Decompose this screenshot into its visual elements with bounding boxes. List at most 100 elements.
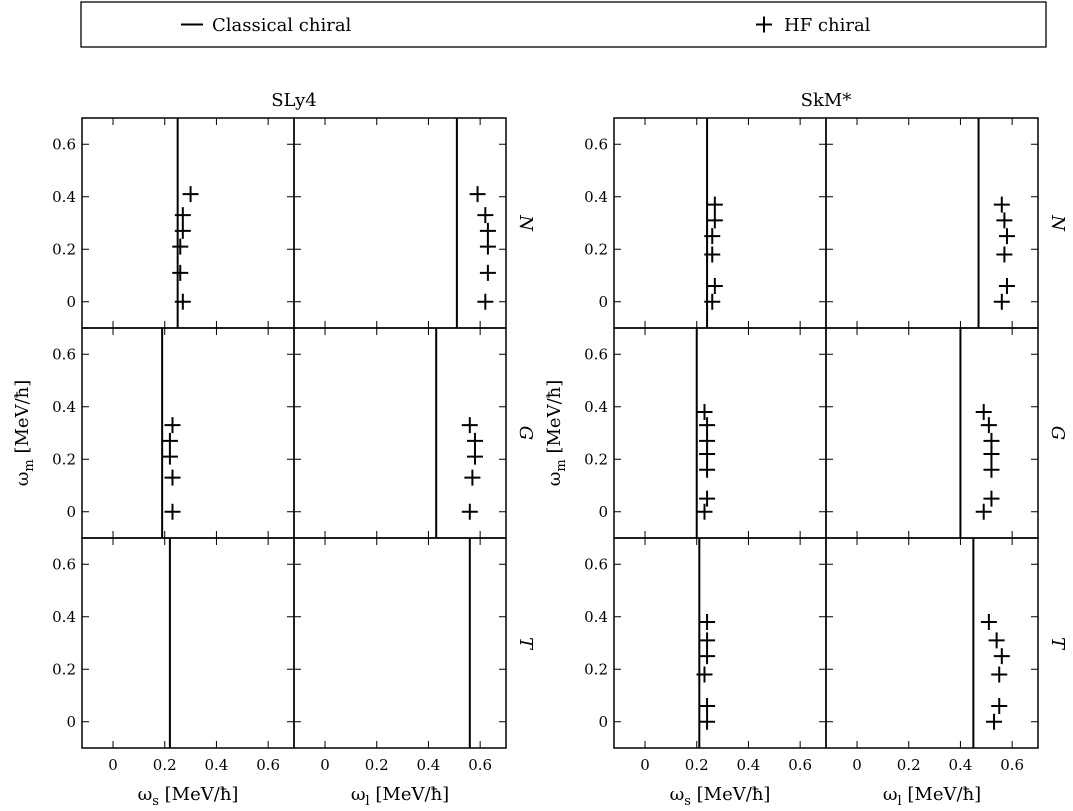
hf-point (996, 246, 1013, 263)
y-tick-label: 0.2 (52, 240, 76, 258)
hf-point (980, 417, 997, 434)
row-label: T (1047, 637, 1068, 651)
panel-frame (293, 117, 507, 329)
legend-label-classical: Classical chiral (212, 15, 352, 36)
hf-point (980, 614, 997, 630)
panel-frame (825, 327, 1039, 539)
hf-point (466, 432, 483, 449)
y-tick-label: 0.6 (52, 555, 76, 573)
hf-point (704, 293, 721, 310)
hf-point (161, 432, 178, 449)
hf-point (477, 293, 494, 310)
row-label: N (515, 214, 536, 232)
y-tick-label: 0.6 (584, 135, 608, 153)
row-label: G (515, 426, 536, 440)
hf-point (699, 490, 716, 507)
hf-point (461, 503, 478, 520)
panel-frame (81, 537, 295, 749)
panel: N (825, 117, 1068, 329)
x-tick-label: 0.6 (788, 756, 812, 774)
panel-frame (613, 327, 827, 539)
x-tick-label: 0.4 (949, 756, 973, 774)
hf-point (174, 222, 191, 239)
x-tick-label: 0.4 (417, 756, 441, 774)
hf-point (699, 432, 716, 449)
y-tick-label: 0 (598, 713, 608, 731)
y-tick-label: 0.4 (584, 608, 608, 626)
legend-label-hf: HF chiral (784, 15, 871, 36)
y-axis-label: ωm [MeV/ħ] (12, 380, 37, 487)
panel: N (293, 117, 536, 329)
hf-point (696, 666, 713, 683)
hf-point (479, 238, 496, 255)
hf-point (983, 461, 1000, 478)
hf-point (182, 186, 199, 203)
x-tick-label: 0.4 (737, 756, 761, 774)
hf-point (983, 490, 1000, 507)
x-tick-label: 0.2 (365, 756, 389, 774)
hf-point (699, 461, 716, 478)
y-tick-label: 0 (66, 503, 76, 521)
hf-point (696, 503, 713, 520)
x-tick-label: 0.6 (256, 756, 280, 774)
y-tick-label: 0.4 (52, 188, 76, 206)
hf-point (699, 648, 716, 665)
hf-point (164, 503, 181, 520)
plot-area: SLy4 0 0.2 0.4 0.6 N 0 0.2 0.4 0.6 G 0 0.2 0.4 0.6 0 0.2… (12, 90, 1068, 809)
hf-point (996, 212, 1013, 229)
x-tick-label: 0.6 (468, 756, 492, 774)
hf-point (706, 278, 723, 294)
y-tick-label: 0.6 (584, 555, 608, 573)
hf-point (479, 222, 496, 239)
hf-point (479, 264, 496, 281)
hf-point (699, 632, 716, 649)
x-axis-label: ωs [MeV/ħ] (138, 784, 239, 809)
y-tick-label: 0.4 (52, 608, 76, 626)
x-axis-label: ωl [MeV/ħ] (883, 784, 981, 809)
hf-point (993, 196, 1010, 213)
row-label: N (1047, 214, 1068, 232)
row-label: T (515, 637, 536, 651)
panel-frame (613, 117, 827, 329)
y-tick-label: 0.2 (52, 450, 76, 468)
panel-frame (613, 537, 827, 749)
group-title: SLy4 (271, 90, 317, 111)
group-1: SkM* 0 0.2 0.4 0.6 N 0 0.2 0.4 0.6 G 0 0.2 0.4 0.6 0 0.2… (544, 90, 1068, 809)
y-axis-label: ωm [MeV/ħ] (544, 380, 569, 487)
y-tick-label: 0 (598, 293, 608, 311)
hf-point (464, 469, 481, 486)
panel: 0 0.2 0.4 0.6 0 0.2 0.4 0.6 (52, 537, 295, 774)
hf-point (993, 293, 1010, 310)
hf-point (466, 448, 483, 465)
y-tick-label: 0.4 (584, 188, 608, 206)
hf-point (998, 278, 1015, 294)
y-tick-label: 0.2 (52, 660, 76, 678)
x-tick-label: 0.6 (1000, 756, 1024, 774)
hf-point (975, 404, 992, 420)
y-tick-label: 0 (66, 713, 76, 731)
hf-point (706, 196, 723, 213)
y-tick-label: 0 (598, 503, 608, 521)
panel: 0 0.2 0.4 0.6 (584, 117, 827, 329)
hf-point (174, 207, 191, 224)
group-title: SkM* (801, 90, 852, 111)
hf-point (998, 228, 1015, 245)
hf-point (174, 293, 191, 310)
hf-point (991, 698, 1008, 714)
hf-point (477, 207, 494, 224)
hf-point (706, 212, 723, 229)
x-tick-label: 0 (320, 756, 330, 774)
hf-point (704, 228, 721, 245)
x-tick-label: 0 (852, 756, 862, 774)
hf-point (699, 713, 716, 730)
hf-point (172, 264, 189, 281)
y-tick-label: 0.6 (52, 135, 76, 153)
hf-point (164, 469, 181, 486)
panel-frame (81, 327, 295, 539)
panel-frame (825, 117, 1039, 329)
hf-point (699, 417, 716, 434)
hf-point (461, 417, 478, 434)
hf-point (469, 186, 486, 203)
legend-plus-marker (756, 16, 772, 33)
y-tick-label: 0.2 (584, 450, 608, 468)
